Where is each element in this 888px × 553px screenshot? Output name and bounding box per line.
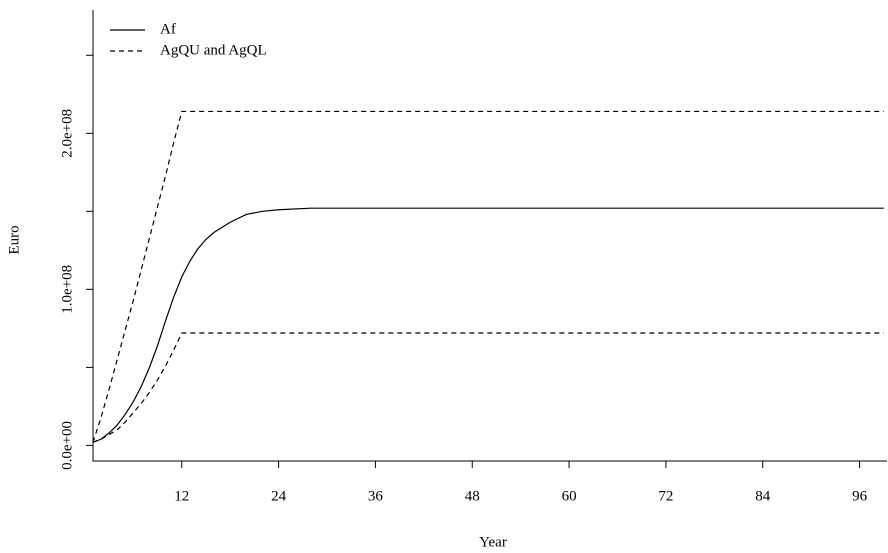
x-tick-label: 12 bbox=[174, 488, 189, 504]
axes bbox=[92, 10, 887, 462]
x-tick-label: 48 bbox=[465, 488, 480, 504]
series-line bbox=[92, 207, 884, 443]
y-axis-title: Euro bbox=[6, 225, 22, 254]
y-tick-label: 2.0e+08 bbox=[59, 109, 75, 158]
legend-label: AgQU and AgQL bbox=[160, 42, 267, 58]
x-tick-label: 84 bbox=[755, 488, 771, 504]
y-tick-label: 0.0e+00 bbox=[59, 421, 75, 470]
x-axis-title: Year bbox=[479, 534, 507, 550]
x-tick-label: 60 bbox=[562, 488, 577, 504]
x-tick-label: 96 bbox=[852, 488, 868, 504]
legend-label: Af bbox=[160, 21, 176, 37]
x-tick-label: 36 bbox=[368, 488, 384, 504]
x-tick-label: 24 bbox=[271, 488, 287, 504]
x-tick-label: 72 bbox=[658, 488, 673, 504]
y-tick-label: 1.0e+08 bbox=[59, 265, 75, 314]
series-line bbox=[92, 110, 884, 443]
series-line bbox=[92, 332, 884, 443]
